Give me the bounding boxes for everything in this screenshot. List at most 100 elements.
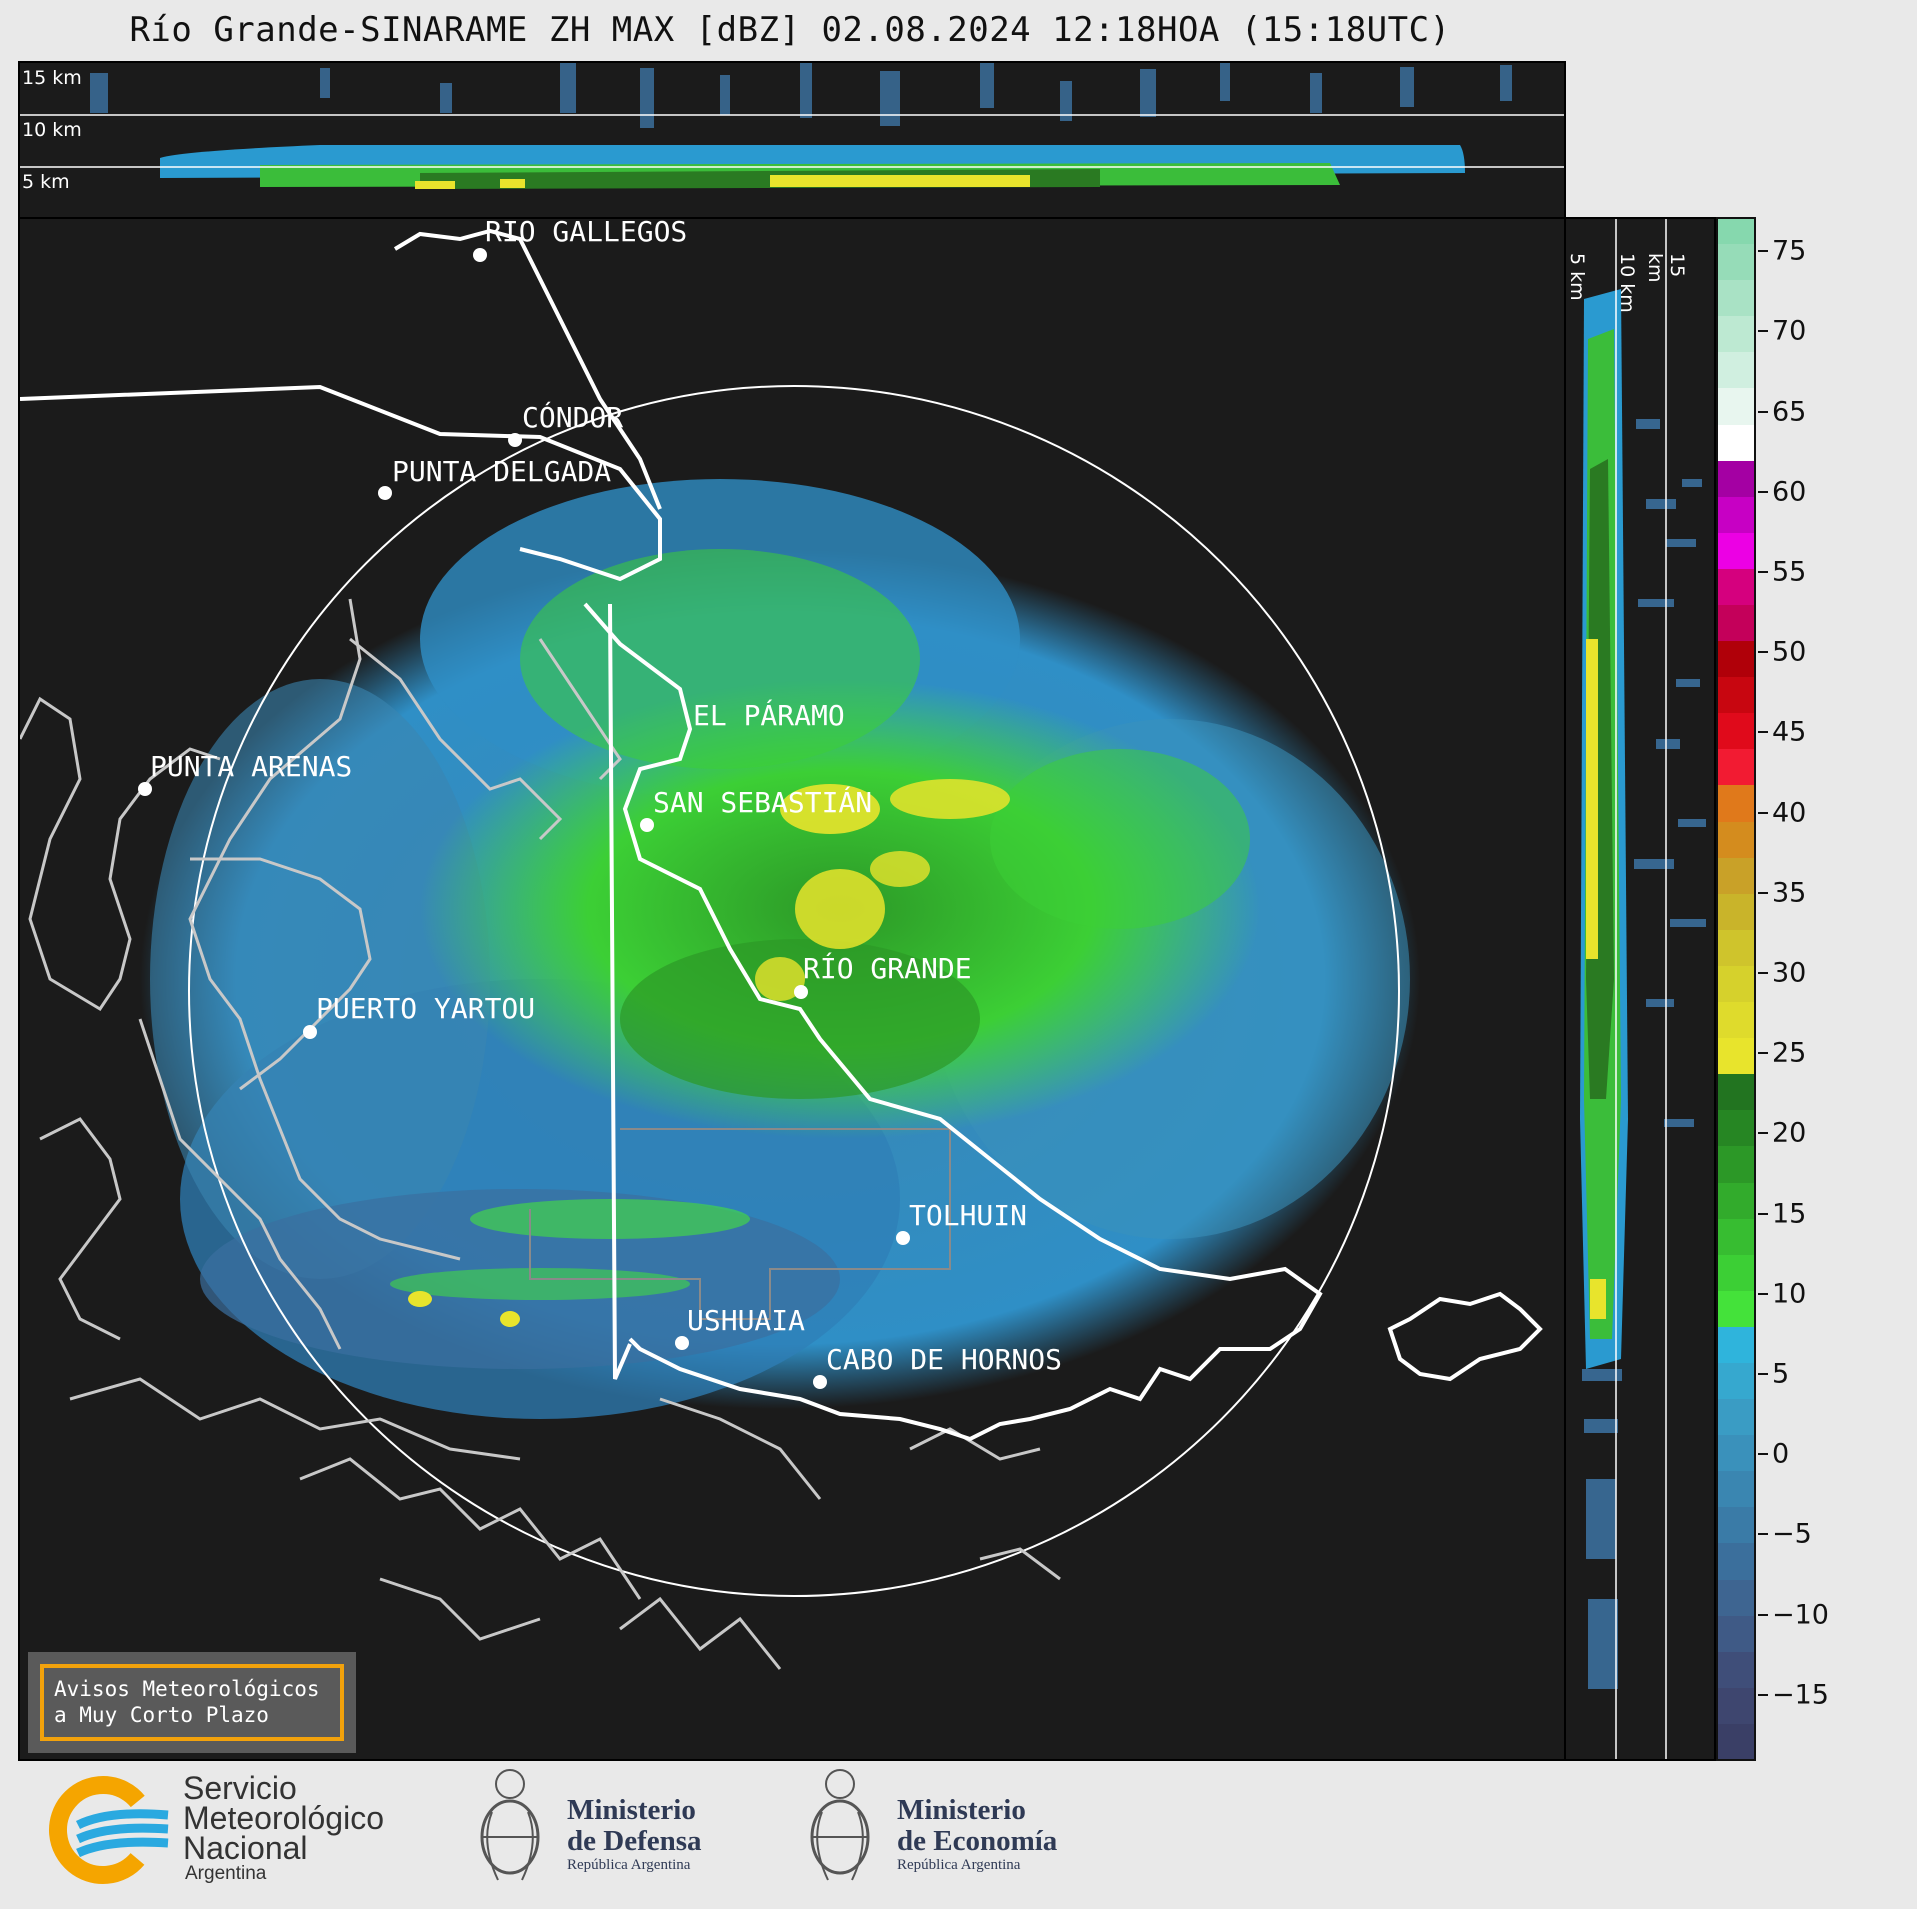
colorbar-tick-label: 10 [1772,1278,1807,1310]
colorbar-tick [1758,1613,1768,1616]
colorbar-tick-label: 20 [1772,1117,1807,1149]
colorbar-segment [1718,1289,1754,1327]
colorbar-tick-label: 50 [1772,636,1807,668]
colorbar-segment [1718,567,1754,605]
city-label-punta-arenas: PUNTA ARENAS [150,750,353,783]
colorbar-segment [1718,1578,1754,1616]
colorbar-segment [1718,387,1754,425]
colorbar-segment [1718,351,1754,389]
city-label-san-sebastian: SAN SEBASTIÁN [653,786,873,819]
height-label-5km: 5 km [22,171,70,193]
coat-of-arms-icon [810,1769,870,1881]
coastlines [20,598,1061,1670]
defensa-sub: República Argentina [567,1857,691,1873]
colorbar-segment [1718,423,1754,461]
colorbar-tick [1758,891,1768,894]
colorbar-tick [1758,811,1768,814]
colorbar-segment [1718,495,1754,533]
side-height-label-15km: 15 km [1644,253,1688,283]
colorbar-segment [1718,1253,1754,1291]
colorbar-tick-label: −5 [1772,1518,1812,1550]
colorbar-segment [1718,1650,1754,1688]
colorbar-tick [1758,1453,1768,1456]
colorbar-tick [1758,1212,1768,1215]
colorbar-segment [1718,1073,1754,1111]
colorbar-segment [1718,604,1754,642]
city-label-ushuaia: USHUAIA [687,1304,806,1337]
top-cross-section: 15 km 10 km 5 km [18,61,1566,219]
city-dot-punta-delgada [378,486,392,500]
colorbar-tick [1758,250,1768,253]
economia-line-1: Ministerio [897,1794,1026,1826]
colorbar-tick [1758,570,1768,573]
colorbar-tick [1758,490,1768,493]
top-cross-section-echo [20,63,1564,189]
city-dot-cabo-de-hornos [813,1375,827,1389]
defensa-line-2: de Defensa [567,1825,702,1857]
radar-map: RÍO GALLEGOS CÓNDOR PUNTA DELGADA EL PÁR… [18,217,1566,1761]
coat-of-arms-icon [480,1769,540,1881]
height-label-10km: 10 km [22,119,82,141]
colorbar-tick [1758,1693,1768,1696]
colorbar-segment [1718,1722,1754,1759]
side-cross-section-echo [1580,219,1706,1759]
colorbar-tick [1758,971,1768,974]
colorbar-segment [1718,1145,1754,1183]
colorbar-segment [1718,279,1754,317]
defensa-line-1: Ministerio [567,1794,696,1826]
colorbar-tick-label: 70 [1772,315,1807,347]
colorbar-tick-label: −15 [1772,1679,1829,1711]
height-label-15km: 15 km [22,67,82,89]
colorbar-tick-label: 60 [1772,476,1807,508]
city-label-puerto-yartou: PUERTO YARTOU [316,992,536,1025]
colorbar-segment [1718,1325,1754,1363]
economia-sub: República Argentina [897,1857,1021,1873]
city-dot-condor [508,433,522,447]
colorbar-segment [1718,243,1754,281]
range-ring [188,385,1400,1597]
colorbar-segment [1718,219,1754,245]
colorbar-tick [1758,330,1768,333]
colorbar-segment [1718,1686,1754,1724]
colorbar-segment [1718,1542,1754,1580]
colorbar-tick-label: 65 [1772,396,1807,427]
colorbar-tick-label: 5 [1772,1358,1790,1390]
chart-title: Río Grande-SINARAME ZH MAX [dBZ] 02.08.2… [129,10,1451,50]
borders [20,228,1543,1442]
colorbar-tick-label: 75 [1772,235,1807,267]
colorbar-segment [1718,1181,1754,1219]
colorbar-tick-label: 35 [1772,877,1807,909]
avisos-line-2: a Muy Corto Plazo [54,1703,269,1727]
city-dot-punta-arenas [138,782,152,796]
colorbar-tick-label: 55 [1772,556,1807,588]
colorbar-segment [1718,928,1754,966]
city-label-condor: CÓNDOR [522,401,624,434]
smn-logo-icon [49,1776,169,1884]
colorbar-segment [1718,1109,1754,1147]
radar-map-canvas [20,228,1543,1670]
colorbar-segment [1718,712,1754,750]
colorbar-segment [1718,1398,1754,1436]
colorbar-tick-label: 25 [1772,1037,1807,1069]
colorbar-segment [1718,1470,1754,1508]
colorbar-tick-label: 30 [1772,957,1807,989]
city-dot-san-sebastian [640,818,654,832]
colorbar-segment [1718,856,1754,894]
city-label-cabo-de-hornos: CABO DE HORNOS [826,1343,1063,1376]
colorbar-tick [1758,1373,1768,1375]
colorbar-segment [1718,315,1754,353]
city-dot-ushuaia [675,1336,689,1350]
colorbar-tick-label: 0 [1772,1438,1790,1470]
avisos-button[interactable]: Avisos Meteorológicos a Muy Corto Plazo [28,1652,356,1753]
smn-country: Argentina [185,1863,267,1884]
side-height-label-5km: 5 km [1566,253,1588,301]
colorbar-tick [1758,731,1768,734]
colorbar-segment [1718,1361,1754,1400]
colorbar-segment [1718,1614,1754,1652]
city-dot-rio-gallegos [473,248,487,262]
colorbar-tick-label: 40 [1772,797,1807,829]
colorbar-tick-label: −10 [1772,1599,1829,1631]
city-dot-rio-grande [794,985,808,999]
colorbar-tick [1758,1132,1768,1135]
smn-line-3: Nacional [183,1830,308,1866]
